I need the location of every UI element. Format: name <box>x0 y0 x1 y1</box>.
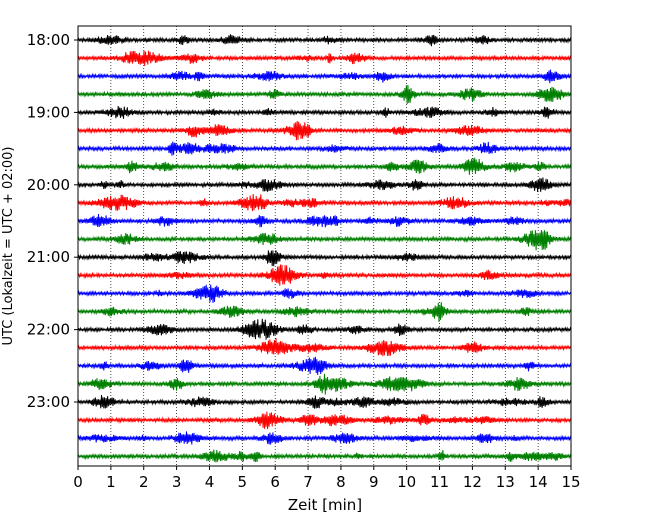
y-tick-label: 21:00 <box>27 248 70 266</box>
x-tick-label: 11 <box>430 473 449 491</box>
x-axis-ticks: 0 1 2 3 4 5 6 7 8 9 10 11 12 13 14 15 <box>73 466 581 491</box>
trace-2315 <box>77 411 572 430</box>
vertical-grid <box>110 26 539 466</box>
x-axis-label: Zeit [min] <box>288 496 362 514</box>
trace-1915 <box>77 121 572 141</box>
trace-2000 <box>77 177 572 193</box>
trace-2115 <box>77 264 572 286</box>
trace-2345 <box>77 449 572 463</box>
x-tick-label: 10 <box>397 473 416 491</box>
x-tick-label: 2 <box>139 473 149 491</box>
trace-1945 <box>77 157 572 175</box>
x-tick-label: 13 <box>496 473 515 491</box>
x-tick-label: 5 <box>238 473 248 491</box>
trace-1900 <box>77 106 572 119</box>
trace-2130 <box>77 284 572 303</box>
trace-1930 <box>77 141 572 156</box>
y-tick-label: 22:00 <box>27 321 70 339</box>
trace-1830 <box>77 69 572 84</box>
trace-2030 <box>77 213 572 228</box>
y-tick-label: 18:00 <box>27 31 70 49</box>
x-tick-label: 8 <box>336 473 346 491</box>
x-tick-label: 6 <box>270 473 280 491</box>
y-tick-label: 23:00 <box>27 393 70 411</box>
trace-1845 <box>77 84 572 105</box>
trace-1800 <box>77 34 572 47</box>
trace-1815 <box>77 50 572 67</box>
y-tick-label: 20:00 <box>27 176 70 194</box>
x-tick-label: 7 <box>303 473 313 491</box>
y-axis-ticks: 18:00 19:00 20:00 21:00 22:00 23:00 <box>27 31 78 411</box>
x-tick-label: 9 <box>369 473 379 491</box>
seismic-traces <box>77 34 572 463</box>
trace-2200 <box>77 318 572 340</box>
x-tick-label: 14 <box>529 473 548 491</box>
x-tick-label: 12 <box>463 473 482 491</box>
trace-2100 <box>77 250 572 267</box>
trace-2045 <box>77 229 572 251</box>
y-axis-label: UTC (Lokalzeit = UTC + 02:00) <box>1 147 16 346</box>
trace-2245 <box>77 373 572 395</box>
trace-2230 <box>77 356 572 375</box>
x-tick-label: 15 <box>561 473 580 491</box>
x-tick-label: 0 <box>73 473 83 491</box>
trace-2215 <box>77 338 572 357</box>
y-tick-label: 19:00 <box>27 103 70 121</box>
trace-2300 <box>77 394 572 409</box>
x-tick-label: 3 <box>172 473 182 491</box>
trace-2330 <box>77 431 572 445</box>
x-tick-label: 1 <box>106 473 116 491</box>
trace-2015 <box>77 193 572 212</box>
trace-2145 <box>77 302 572 322</box>
x-tick-label: 4 <box>205 473 215 491</box>
plot-frame <box>77 25 572 467</box>
